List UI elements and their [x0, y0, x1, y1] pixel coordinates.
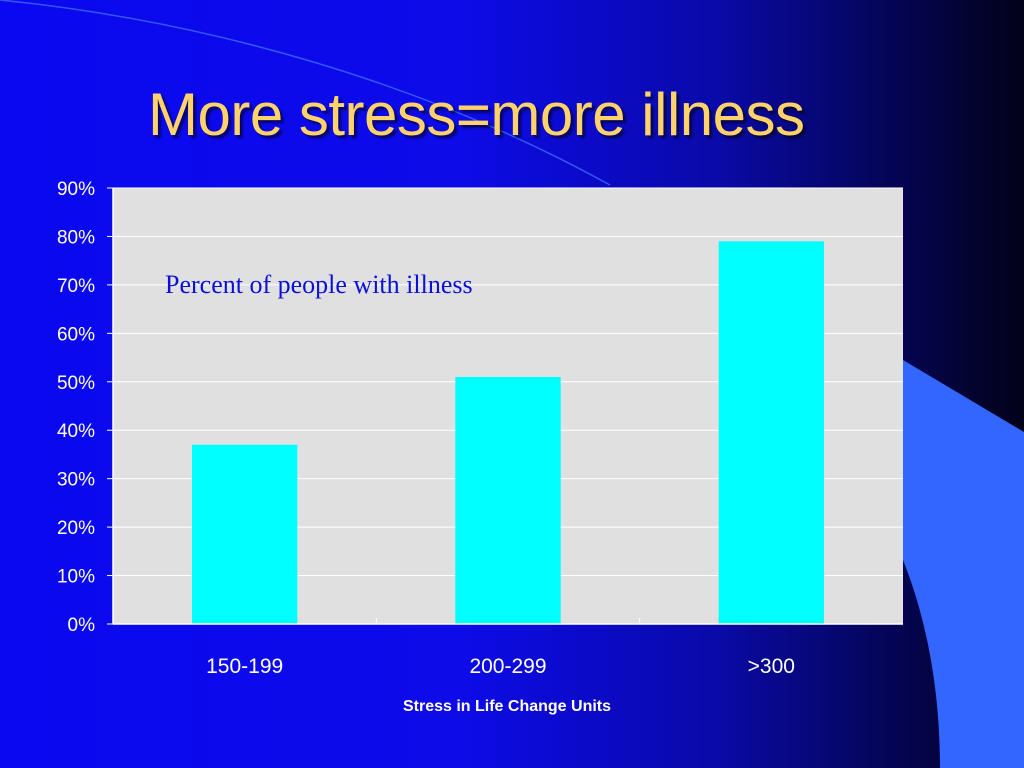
y-tick-label: 90%	[57, 179, 95, 200]
slide-title: More stress=more illness	[148, 81, 805, 148]
x-tick-label: 150-199	[206, 655, 283, 678]
x-tick-labels: 150-199 200-299 >300	[206, 655, 795, 678]
bar-150-199	[192, 444, 298, 624]
decorative-shape	[903, 360, 1024, 768]
y-tick-label: 30%	[57, 470, 95, 491]
bar->300	[718, 241, 824, 625]
y-tick-label: 0%	[68, 615, 96, 636]
y-tick-label: 80%	[57, 227, 95, 248]
bar-200-299	[455, 376, 561, 624]
y-tick-label: 50%	[57, 373, 95, 394]
y-tick-label: 10%	[57, 567, 95, 588]
y-tick-label: 70%	[57, 276, 95, 297]
axes	[107, 187, 903, 625]
y-tick-label: 60%	[57, 324, 95, 345]
x-tick-label: 200-299	[469, 655, 546, 678]
x-tick-label: >300	[748, 655, 795, 678]
decorative-curve	[0, 0, 611, 186]
y-tick-labels: 0% 10% 20% 30% 40% 50% 60% 70% 80% 90%	[57, 179, 95, 636]
x-axis-title: Stress in Life Change Units	[403, 698, 611, 715]
y-tick-label: 40%	[57, 421, 95, 442]
bars	[192, 241, 824, 625]
y-tick-label: 20%	[57, 518, 95, 539]
chart-annotation: Percent of people with illness	[165, 270, 473, 299]
